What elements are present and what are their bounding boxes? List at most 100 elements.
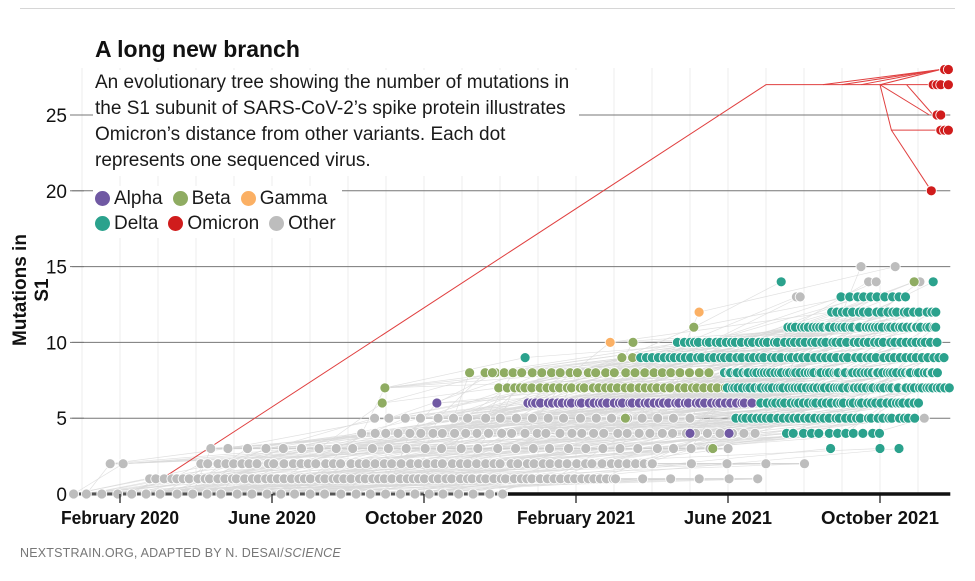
tree-branch [813, 326, 883, 374]
tree-branch [669, 342, 822, 389]
tree-branch [625, 342, 812, 389]
virus-dot-delta [847, 427, 859, 439]
virus-dot-other [889, 261, 901, 273]
y-tick-label: 20 [46, 182, 67, 203]
source-credit: NEXTSTRAIN.ORG, ADAPTED BY N. DESAI/SCIE… [20, 546, 341, 560]
virus-dot-other [684, 412, 696, 424]
virus-dot-other [632, 443, 644, 454]
virus-dot-beta [608, 367, 620, 379]
virus-dot-delta [931, 336, 943, 348]
virus-dot-other [484, 488, 496, 500]
omicron-swatch-icon [168, 216, 184, 231]
virus-dot-gamma [693, 306, 705, 318]
virus-dot-other [455, 443, 467, 454]
virus-dot-other [400, 443, 412, 454]
tree-branch [516, 372, 869, 419]
credit-text: NEXTSTRAIN.ORG, ADAPTED BY N. DESAI/ [20, 546, 284, 560]
virus-dot-delta [943, 382, 955, 394]
virus-dot-other [598, 427, 610, 439]
virus-dot-delta [930, 306, 942, 318]
virus-dot-other [415, 427, 427, 439]
virus-dot-other [480, 412, 492, 424]
tree-branch [553, 342, 611, 389]
virus-dot-other [590, 412, 602, 424]
virus-dot-other [467, 488, 479, 500]
virus-dot-other [201, 488, 213, 500]
virus-dot-other [369, 458, 381, 470]
virus-dot-delta [787, 427, 799, 439]
virus-dot-other [738, 427, 750, 439]
virus-dot-other [606, 412, 617, 424]
virus-dot-other [752, 473, 764, 485]
virus-dot-other [304, 488, 316, 500]
virus-dot-other [614, 443, 626, 454]
virus-dot-other [404, 427, 416, 439]
tree-branch [546, 342, 833, 389]
x-axis-labels: February 2020 June 2020 October 2020 Februa… [61, 494, 939, 528]
virus-dot-other [596, 458, 608, 470]
virus-dot-beta [620, 367, 632, 379]
tree-branch [729, 296, 885, 343]
virus-dot-other [472, 443, 484, 454]
omicron-branch [879, 84, 930, 116]
virus-dot-other [566, 427, 578, 439]
virus-dot-beta [379, 382, 391, 394]
virus-dot-other [369, 412, 381, 424]
virus-dot-other [693, 473, 705, 485]
virus-dot-other [527, 412, 538, 424]
omicron-branches [161, 69, 949, 480]
virus-dot-other [519, 427, 531, 439]
virus-dot-other [96, 488, 108, 500]
virus-dot-other [171, 488, 183, 500]
virus-dot-other [612, 427, 624, 439]
virus-dot-other [205, 443, 217, 454]
virus-dot-delta [519, 352, 531, 364]
tree-branch [361, 387, 386, 434]
legend-label: Omicron [187, 213, 260, 234]
tree-branch [852, 326, 930, 374]
virus-dot-delta [900, 291, 911, 303]
virus-dot-alpha [723, 427, 735, 439]
virus-dot-beta [590, 367, 602, 379]
virus-dot-other [575, 412, 586, 424]
virus-dot-beta [578, 382, 590, 394]
tree-branch [802, 311, 853, 358]
tree-branch [73, 463, 124, 495]
tree-branch [210, 402, 809, 449]
virus-dot-other [380, 427, 392, 439]
virus-dot-other [721, 458, 733, 470]
tree-branch [548, 357, 890, 404]
virus-dot-other [668, 443, 679, 454]
top-rule [20, 8, 955, 9]
tree-branch [699, 357, 906, 404]
virus-dot-other [449, 427, 461, 439]
tree-branch [370, 448, 831, 495]
tree-branch [453, 372, 470, 419]
virus-dot-other [580, 443, 592, 454]
virus-dot-other [242, 443, 253, 454]
x-tick-label: June 2021 [684, 508, 772, 528]
virus-dot-other [399, 412, 411, 424]
legend-item-other: Other [269, 211, 336, 236]
tree-branch [693, 296, 850, 328]
virus-dot-beta [526, 367, 538, 379]
virus-dot-other [646, 458, 658, 470]
virus-dot-other [112, 488, 124, 500]
virus-dot-other [395, 458, 407, 470]
virus-dot-other [633, 427, 645, 439]
tree-branch [581, 357, 837, 404]
tree-branch [520, 342, 678, 389]
virus-dot-other [918, 412, 930, 424]
virus-dot-other [382, 443, 394, 454]
virus-dot-other [528, 458, 540, 470]
virus-dot-other [448, 412, 459, 424]
virus-dot-beta [627, 336, 639, 348]
virus-dot-delta [913, 397, 924, 409]
virus-dot-other [685, 443, 697, 454]
legend-item-delta: Delta [95, 211, 158, 236]
legend-item-beta: Beta [172, 186, 231, 211]
omicron-branch [890, 129, 932, 192]
tree-branch [704, 357, 776, 404]
virus-dot-delta [857, 427, 869, 439]
tree-branch [489, 448, 658, 495]
